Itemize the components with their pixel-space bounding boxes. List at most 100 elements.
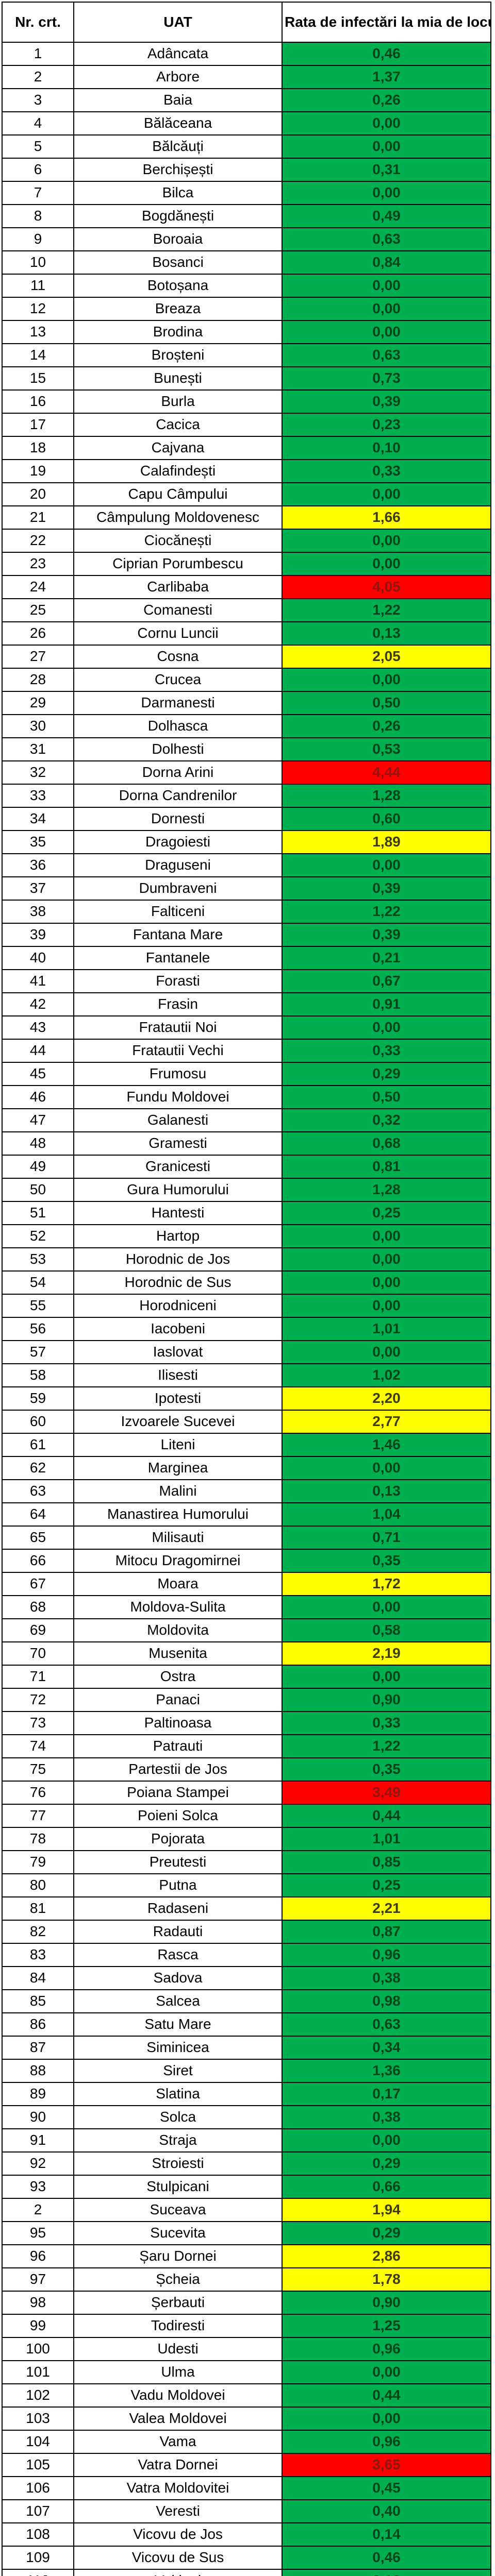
cell-uat: Berchișești (73, 158, 283, 182)
table-row: 98 Șerbauti 0,90 (2, 2291, 491, 2315)
cell-nr: 90 (2, 2105, 74, 2129)
table-row: 86 Satu Mare 0,63 (2, 2012, 491, 2037)
cell-rate: 0,00 (282, 1456, 491, 1480)
cell-nr: 7 (2, 181, 74, 205)
cell-uat: Fundu Moldovei (73, 1085, 283, 1109)
cell-uat: Arbore (73, 65, 283, 89)
cell-nr: 60 (2, 1410, 74, 1434)
cell-uat: Slatina (73, 2082, 283, 2106)
cell-uat: Carlibaba (73, 575, 283, 599)
cell-rate: 0,33 (282, 459, 491, 483)
table-row: 99 Todiresti 1,25 (2, 2314, 491, 2338)
table-row: 79 Preutesti 0,85 (2, 1850, 491, 1874)
table-row: 87 Siminicea 0,34 (2, 2036, 491, 2060)
table-row: 100 Udesti 0,96 (2, 2337, 491, 2361)
cell-uat: Câmpulung Moldovenesc (73, 505, 283, 530)
cell-rate: 0,63 (282, 343, 491, 367)
cell-nr: 44 (2, 1039, 74, 1063)
cell-rate: 0,29 (282, 1062, 491, 1086)
table-row: 33 Dorna Candrenilor 1,28 (2, 784, 491, 808)
cell-nr: 107 (2, 2499, 74, 2523)
cell-rate: 0,00 (282, 1015, 491, 1040)
cell-uat: Iaslovat (73, 1340, 283, 1364)
cell-rate: 0,66 (282, 2175, 491, 2199)
cell-nr: 78 (2, 1827, 74, 1851)
cell-uat: Stulpicani (73, 2175, 283, 2199)
cell-rate: 0,00 (282, 1224, 491, 1248)
cell-nr: 52 (2, 1224, 74, 1248)
cell-rate: 0,34 (282, 2036, 491, 2060)
cell-nr: 63 (2, 1479, 74, 1503)
table-row: 67 Moara 1,72 (2, 1572, 491, 1596)
table-row: 54 Horodnic de Sus 0,00 (2, 1270, 491, 1295)
cell-rate: 0,33 (282, 1711, 491, 1735)
cell-uat: Fratautii Noi (73, 1015, 283, 1040)
cell-uat: Forasti (73, 969, 283, 993)
cell-nr: 18 (2, 436, 74, 460)
cell-rate: 0,63 (282, 227, 491, 251)
table-row: 59 Ipotesti 2,20 (2, 1386, 491, 1411)
table-row: 13 Brodina 0,00 (2, 320, 491, 344)
cell-uat: Satu Mare (73, 2012, 283, 2037)
cell-nr: 58 (2, 1363, 74, 1387)
cell-uat: Draguseni (73, 853, 283, 877)
cell-rate: 0,96 (282, 1943, 491, 1967)
cell-rate: 1,04 (282, 1502, 491, 1527)
cell-rate: 0,00 (282, 274, 491, 298)
table-row: 31 Dolhesti 0,53 (2, 737, 491, 761)
cell-nr: 27 (2, 645, 74, 669)
table-row: 77 Poieni Solca 0,44 (2, 1804, 491, 1828)
cell-uat: Ciprian Porumbescu (73, 552, 283, 576)
table-row: 109 Vicovu de Sus 0,46 (2, 2546, 491, 2570)
col-header-rate: Rata de infectări la mia de locuitori (f… (282, 2, 491, 43)
cell-uat: Falticeni (73, 900, 283, 924)
cell-rate: 0,91 (282, 992, 491, 1016)
table-row: 37 Dumbraveni 0,39 (2, 876, 491, 901)
cell-nr: 86 (2, 2012, 74, 2037)
cell-nr: 5 (2, 134, 74, 159)
cell-rate: 0,23 (282, 413, 491, 437)
table-row: 44 Fratautii Vechi 0,33 (2, 1039, 491, 1063)
table-row: 45 Frumosu 0,29 (2, 1062, 491, 1086)
cell-nr: 6 (2, 158, 74, 182)
cell-nr: 89 (2, 2082, 74, 2106)
cell-nr: 40 (2, 946, 74, 970)
cell-rate: 1,28 (282, 784, 491, 808)
cell-rate: 1,37 (282, 65, 491, 89)
table-row: 65 Milisauti 0,71 (2, 1526, 491, 1550)
cell-nr: 35 (2, 830, 74, 854)
cell-uat: Dorna Candrenilor (73, 784, 283, 808)
table-row: 55 Horodniceni 0,00 (2, 1294, 491, 1318)
cell-nr: 101 (2, 2360, 74, 2384)
table-row: 84 Sadova 0,38 (2, 1966, 491, 1990)
cell-uat: Calafindești (73, 459, 283, 483)
cell-uat: Siret (73, 2059, 283, 2083)
cell-nr: 110 (2, 2569, 74, 2576)
cell-rate: 0,60 (282, 807, 491, 831)
cell-uat: Șcheia (73, 2267, 283, 2292)
table-row: 16 Burla 0,39 (2, 389, 491, 414)
cell-nr: 14 (2, 343, 74, 367)
cell-rate: 0,90 (282, 2291, 491, 2315)
cell-rate: 4,44 (282, 760, 491, 785)
table-row: 56 Iacobeni 1,01 (2, 1317, 491, 1341)
cell-uat: Adâncata (73, 42, 283, 66)
cell-rate: 2,20 (282, 1386, 491, 1411)
table-row: 103 Valea Moldovei 0,00 (2, 2406, 491, 2431)
cell-uat: Broșteni (73, 343, 283, 367)
table-row: 68 Moldova-Sulita 0,00 (2, 1595, 491, 1619)
cell-rate: 0,96 (282, 2430, 491, 2454)
cell-rate: 0,85 (282, 1850, 491, 1874)
cell-uat: Vatra Dornei (73, 2453, 283, 2477)
cell-rate: 2,21 (282, 1896, 491, 1921)
cell-uat: Siminicea (73, 2036, 283, 2060)
cell-nr: 81 (2, 1896, 74, 1921)
cell-nr: 43 (2, 1015, 74, 1040)
table-row: 105 Vatra Dornei 3,65 (2, 2453, 491, 2477)
table-row: 60 Izvoarele Sucevei 2,77 (2, 1410, 491, 1434)
cell-uat: Șaru Dornei (73, 2244, 283, 2268)
table-row: 64 Manastirea Humorului 1,04 (2, 1502, 491, 1527)
table-body: 1 Adâncata 0,46 2 Arbore 1,37 3 Baia 0,26 4 Bălăce… (2, 42, 491, 2576)
table-row: 22 Ciocănești 0,00 (2, 529, 491, 553)
cell-rate: 0,00 (282, 2360, 491, 2384)
